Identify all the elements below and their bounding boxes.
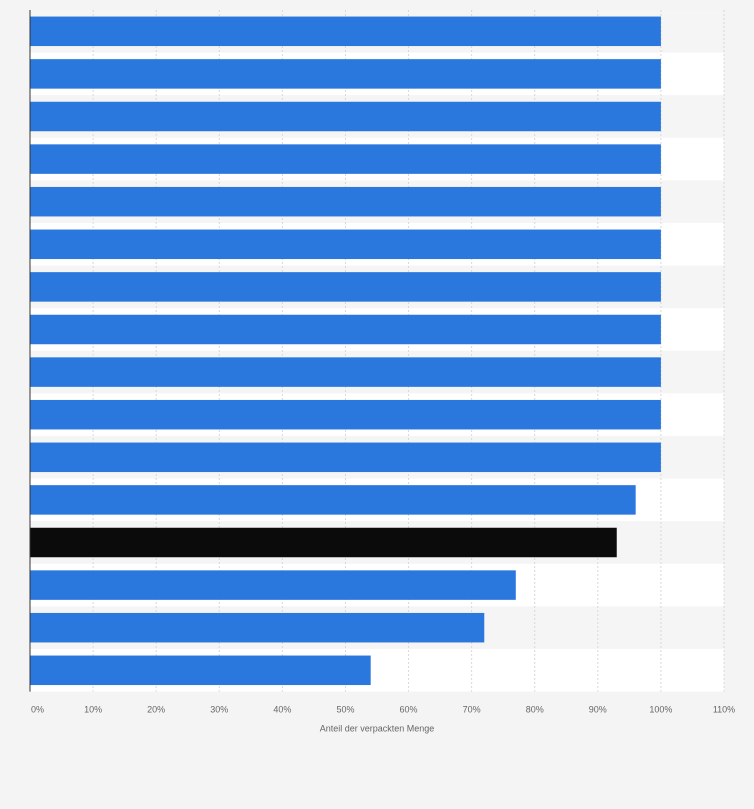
x-axis-title: Anteil der verpackten Menge [320, 724, 435, 734]
bar [30, 442, 661, 473]
x-tick-label: 30% [210, 705, 228, 715]
x-tick-label: 10% [84, 705, 102, 715]
bar [30, 272, 661, 302]
bar [30, 59, 661, 89]
x-tick-label: 60% [400, 705, 418, 715]
x-axis-ticks: 0% 10% 20% 30% 40% 50% 60% 70% 80% 90% 100% 110% [31, 705, 735, 715]
bar [30, 186, 661, 217]
x-tick-label: 70% [463, 705, 481, 715]
bar [30, 612, 485, 643]
bar [30, 655, 371, 686]
bar [30, 570, 516, 600]
x-tick-label: 80% [526, 705, 544, 715]
x-tick-label: 40% [273, 705, 291, 715]
x-tick-label: 90% [589, 705, 607, 715]
x-tick-label: 100% [649, 705, 672, 715]
bar [30, 527, 617, 558]
bar [30, 16, 661, 47]
x-tick-label: 110% [713, 705, 735, 715]
bars [30, 16, 661, 686]
x-tick-label: 20% [147, 705, 165, 715]
bar [30, 485, 636, 515]
bar [30, 399, 661, 430]
x-tick-label: 0% [31, 705, 44, 715]
bar [30, 144, 661, 174]
bar [30, 101, 661, 132]
x-tick-label: 50% [336, 705, 354, 715]
bar [30, 229, 661, 260]
bar [30, 314, 661, 345]
bar [30, 357, 661, 387]
